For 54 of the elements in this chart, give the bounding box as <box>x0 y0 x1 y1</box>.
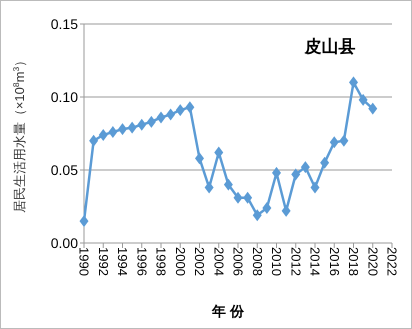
point <box>310 182 320 194</box>
point <box>224 178 233 191</box>
x-tick-label: 2016 <box>326 247 342 276</box>
point <box>282 204 291 217</box>
x-tick-label: 2006 <box>230 247 246 276</box>
point <box>214 146 224 158</box>
point <box>330 136 339 148</box>
x-tick-label: 2002 <box>192 247 207 276</box>
point <box>137 118 146 131</box>
x-tick-label: 1990 <box>76 247 92 276</box>
point <box>291 168 300 180</box>
point <box>195 152 204 164</box>
x-tick-label: 1996 <box>134 247 150 276</box>
x-tick-label: 2010 <box>269 247 284 276</box>
point <box>368 102 378 115</box>
point <box>234 192 242 204</box>
point <box>320 156 330 169</box>
x-tick-label: 1992 <box>96 247 111 276</box>
point <box>80 215 88 228</box>
point <box>89 134 98 147</box>
point <box>358 94 368 106</box>
x-tick-label: 2008 <box>250 247 265 276</box>
x-axis-title: 年 份 <box>211 303 245 319</box>
x-tick-label: 1998 <box>154 247 168 276</box>
point <box>108 126 118 138</box>
x-tick-label: 2020 <box>365 247 380 276</box>
point <box>349 76 358 88</box>
point <box>204 182 214 194</box>
x-tick-label: 2018 <box>346 247 361 276</box>
y-tick-label: 0.15 <box>50 16 78 32</box>
point <box>166 108 176 121</box>
point <box>272 166 281 179</box>
point <box>300 161 310 174</box>
point <box>339 134 348 147</box>
point <box>98 128 108 141</box>
point <box>252 209 262 222</box>
point <box>128 122 137 134</box>
text: 皮山县 <box>304 37 356 56</box>
y-tick-label: 0.05 <box>50 162 78 178</box>
point <box>156 111 166 124</box>
x-tick-label: 2022 <box>384 247 400 276</box>
x-tick-label: 2004 <box>211 247 226 276</box>
point <box>118 123 127 136</box>
x-tick-label: 2000 <box>172 247 188 276</box>
point <box>262 202 272 214</box>
point <box>243 192 252 204</box>
point <box>185 101 194 114</box>
x-tick-label: 1994 <box>115 247 130 276</box>
x-tick-label: 2014 <box>308 247 322 276</box>
y-tick-label: 0.00 <box>50 234 78 251</box>
point <box>146 116 156 128</box>
x-tick-label: 2012 <box>288 247 304 276</box>
point <box>176 104 185 116</box>
y-tick-label: 0.10 <box>50 88 78 105</box>
